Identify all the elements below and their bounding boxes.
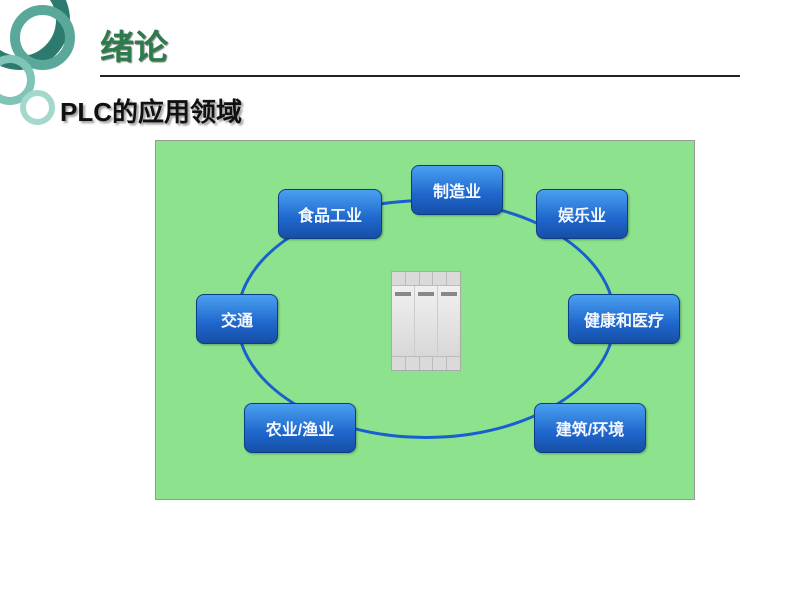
node-food: 食品工业 [278,189,382,239]
node-entertainment: 娱乐业 [536,189,628,239]
node-manufacturing: 制造业 [411,165,503,215]
title-underline [100,75,740,77]
node-building: 建筑/环境 [534,403,646,453]
plc-application-diagram: 制造业食品工业 娱乐业交通 健康和医疗农业/渔业 建筑/环境 [155,140,695,500]
node-transport: 交通 [196,294,278,344]
title-area: 绪论 [100,20,760,77]
slide-subtitle: PLC的应用领域 [60,92,242,129]
node-health: 健康和医疗 [568,294,680,344]
corner-rings-decoration [0,0,80,80]
node-agri: 农业/渔业 [244,403,356,453]
plc-device-icon [391,271,461,371]
slide-title: 绪论 [100,20,760,69]
